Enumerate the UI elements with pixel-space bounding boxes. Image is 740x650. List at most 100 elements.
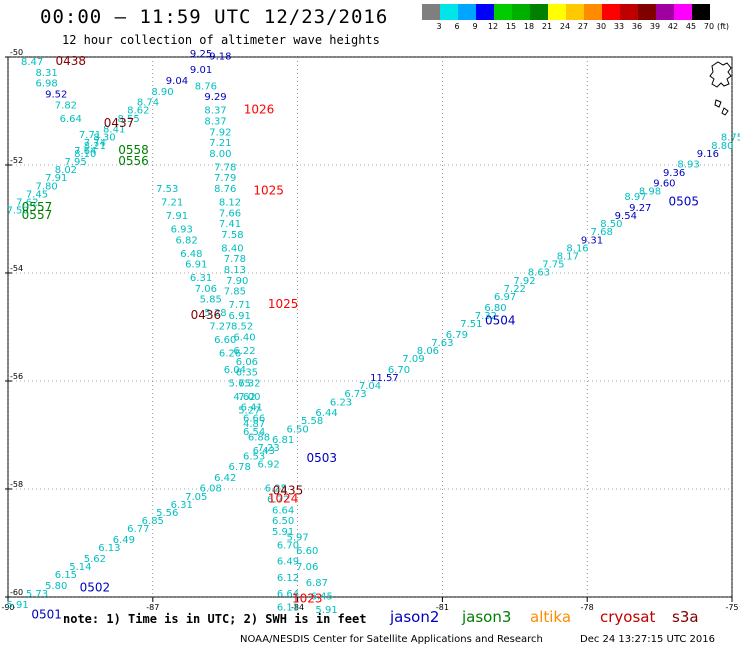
wave-height-value: 5.80 [45,581,67,592]
tick-label-lat: -52 [10,156,23,165]
wave-height-value: 6.45 [311,592,333,603]
wave-height-value: 5.91 [315,605,337,616]
wave-height-value: 6.80 [484,303,506,314]
wave-height-value: 7.45 [26,189,48,200]
wave-height-value: 8.52 [231,322,253,333]
pass-time-label: 0505 [668,195,699,209]
legend-swatch [566,4,584,20]
footer-credit: NOAA/NESDIS Center for Satellite Applica… [240,634,543,645]
pass-time-label: 1025 [253,184,284,198]
wave-height-value: 8.17 [557,252,579,263]
wave-height-value: 8.00 [209,149,231,160]
wave-height-value: 6.79 [446,330,468,341]
wave-height-value: 7.91 [166,211,188,222]
legend-swatch [458,4,476,20]
wave-height-value: 6.78 [229,462,251,473]
wave-height-value: 9.54 [615,211,637,222]
wave-height-value: 6.04 [224,365,246,376]
wave-height-value: 9.27 [629,203,651,214]
pass-time-label: 0557 [22,208,53,222]
legend-swatch [584,4,602,20]
wave-height-value: 5.56 [156,508,178,519]
wave-height-value: 6.60 [296,546,318,557]
wave-height-value: 8.62 [127,106,149,117]
wave-height-value: 5.28 [204,308,226,319]
wave-height-value: 6.64 [277,589,299,600]
wave-height-value: 8.40 [221,243,243,254]
wave-height-value: 6.35 [236,368,258,379]
wave-height-value: 7.63 [431,338,453,349]
wave-height-value: 7.90 [226,276,248,287]
wave-height-value: 7.92 [209,127,231,138]
legend-label: 33 [613,22,625,31]
legend-swatch [602,4,620,20]
wave-height-value: 6.43 [253,446,275,457]
wave-height-value: 6.31 [190,273,212,284]
wave-height-value: 7.80 [35,181,57,192]
wave-height-value: 6.66 [243,414,265,425]
pass-time-label: 0557 [22,200,53,214]
wave-height-value: 8.30 [93,133,115,144]
wave-height-value: 8.75 [721,133,740,144]
wave-height-value: 6.31 [171,500,193,511]
wave-height-value: 6.70 [277,540,299,551]
wave-height-value: 6.82 [175,235,197,246]
wave-height-value: 6.91 [185,260,207,271]
legend-label: 18 [523,22,535,31]
wave-height-value: 7.74 [84,138,106,149]
pass-time-label: 0502 [80,581,111,595]
tick-label-lon: -78 [581,603,594,612]
legend-swatch [656,4,674,20]
wave-height-value: 5.62 [84,554,106,565]
wave-height-value: 8.21 [84,141,106,152]
wave-height-value: 8.37 [204,106,226,117]
legend-label: 9 [472,22,478,31]
tick-label-lat: -50 [10,48,23,57]
wave-height-value: 8.74 [137,98,159,109]
pass-time-label: 0558 [118,143,149,157]
wave-height-value: 6.49 [113,535,135,546]
wave-height-value: 6.53 [243,451,265,462]
wave-height-value: 7.22 [504,284,526,295]
wave-height-value: 5.91 [7,600,29,611]
wave-height-value: 6.23 [330,397,352,408]
wave-height-value: 7.71 [79,130,101,141]
wave-height-value: 6.87 [306,578,328,589]
wave-height-value: 7.50 [7,206,29,217]
wave-height-value: 6.64 [272,505,294,516]
wave-height-value: 6.85 [142,516,164,527]
wave-height-value: 6.77 [127,524,149,535]
wave-height-value: 7.91 [45,173,67,184]
wave-height-value: 4.62 [233,392,255,403]
wave-height-value: 7.78 [224,254,246,265]
wave-height-value: 7.04 [359,381,381,392]
wave-height-value: 8.12 [219,198,241,209]
legend-swatch [674,4,692,20]
coastline [709,61,732,116]
wave-height-value: 8.90 [151,87,173,98]
wave-height-value: 7.64 [74,146,96,157]
wave-height-value: 6.88 [248,432,270,443]
wave-height-value: 6.81 [272,435,294,446]
wave-height-value: 7.05 [185,492,207,503]
wave-height-value: 9.36 [663,168,685,179]
wave-height-value: 8.55 [118,114,140,125]
pass-time-label: 0438 [55,54,86,68]
wave-height-value: 5.85 [200,295,222,306]
legend-swatch [422,4,440,20]
legend-label: 45 [685,22,697,31]
wave-height-value: 9.18 [209,52,231,63]
pass-time-label: 1026 [244,103,275,117]
wave-height-value: 7.41 [219,219,241,230]
wave-height-value: 7.06 [195,284,217,295]
tick-label-lon: -87 [146,603,159,612]
wave-height-value: 5.73 [26,589,48,600]
legend-label: 3 [436,22,442,31]
tick-label-lat: -54 [10,264,23,273]
tick-label-lat: -58 [10,480,23,489]
wave-height-value: 7.06 [296,562,318,573]
satellite-jason2: jason2 [390,608,440,626]
wave-height-value: 7.78 [214,162,236,173]
wave-height-value: 6.08 [200,484,222,495]
